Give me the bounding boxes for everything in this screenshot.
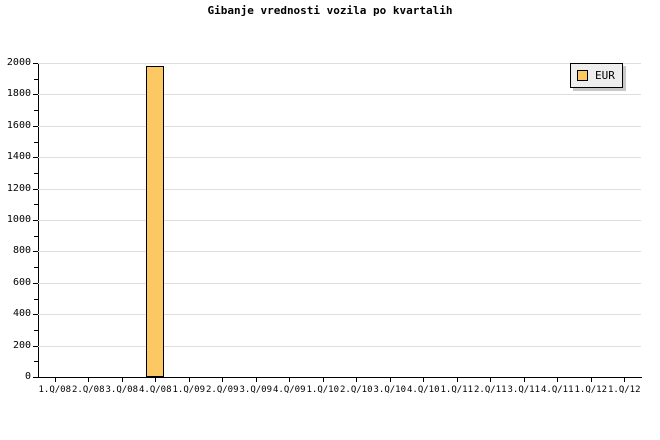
y-axis-label: 1200: [6, 182, 31, 194]
x-axis-tick: [189, 377, 190, 382]
y-axis-tick: [33, 282, 38, 284]
x-axis-tick: [557, 377, 558, 382]
x-axis-label: 2.Q/09: [205, 385, 239, 395]
y-axis-tick: [33, 125, 38, 127]
x-axis-tick: [256, 377, 257, 382]
x-axis-label: 1.Q/10: [306, 385, 340, 395]
x-axis-label: 4.Q/09: [272, 385, 306, 395]
chart-title: Gibanje vrednosti vozila po kvartalih: [207, 4, 453, 17]
x-axis-label: 1.Q/12: [607, 385, 641, 395]
x-axis-tick: [524, 377, 525, 382]
y-axis-tick: [33, 188, 38, 190]
y-axis-tick: [33, 94, 38, 96]
y-axis-label: 400: [12, 308, 31, 320]
y-axis-label: 1000: [6, 214, 31, 225]
y-axis-minor-tick: [34, 329, 38, 331]
y-axis-label: 1400: [6, 151, 31, 163]
x-axis-label: 3.Q/08: [105, 385, 139, 395]
y-axis-minor-tick: [34, 172, 38, 174]
y-axis-minor-tick: [34, 78, 38, 80]
x-axis-label: 4.Q/11: [540, 385, 574, 395]
bar[interactable]: [146, 66, 165, 377]
y-axis-label: 600: [12, 276, 31, 288]
y-axis-minor-tick: [34, 267, 38, 269]
y-axis-tick: [33, 345, 38, 347]
plot-area: [38, 63, 641, 377]
x-axis-tick: [289, 377, 290, 382]
y-axis-minor-tick: [34, 235, 38, 237]
x-axis-label: 1.Q/09: [172, 385, 206, 395]
x-axis-label: 4.Q/10: [406, 385, 440, 395]
y-axis-minor-tick: [34, 298, 38, 300]
x-axis-label: 3.Q/09: [239, 385, 273, 395]
gridline: [38, 188, 641, 190]
y-axis-tick: [33, 251, 38, 253]
y-axis-minor-tick: [34, 141, 38, 143]
gridline: [38, 282, 641, 284]
x-axis-tick: [457, 377, 458, 382]
y-axis-label: 1800: [6, 88, 31, 100]
y-axis-tick: [33, 157, 38, 159]
y-axis-minor-tick: [34, 361, 38, 363]
x-axis-label: 1.Q/12: [574, 385, 608, 395]
gridline: [38, 251, 641, 253]
y-axis-tick: [33, 377, 38, 378]
gridline: [38, 63, 641, 64]
y-axis-label: 800: [12, 245, 31, 257]
x-axis-line: [38, 377, 642, 378]
x-axis-tick: [323, 377, 324, 382]
x-axis-tick: [222, 377, 223, 382]
y-axis-tick: [33, 63, 38, 64]
x-axis-label: 4.Q/08: [138, 385, 172, 395]
x-axis-tick: [88, 377, 89, 382]
x-axis-tick: [122, 377, 123, 382]
x-axis-tick: [591, 377, 592, 382]
gridline: [38, 345, 641, 347]
x-axis-label: 1.Q/08: [38, 385, 72, 395]
x-axis-label: 3.Q/11: [507, 385, 541, 395]
y-axis-labels: 0 200 400 600 800 1000 1200 1400 1600 1800 2000: [0, 0, 31, 440]
x-axis-tick: [356, 377, 357, 382]
x-axis-tick: [155, 377, 156, 382]
x-axis-label: 2.Q/11: [473, 385, 507, 395]
x-axis-label: 1.Q/11: [440, 385, 474, 395]
y-axis-tick: [33, 220, 38, 221]
gridline: [38, 94, 641, 96]
legend-label: EUR: [595, 69, 615, 82]
y-axis-minor-tick: [34, 110, 38, 112]
gridline: [38, 157, 641, 159]
x-axis-tick: [490, 377, 491, 382]
x-axis-label: 3.Q/10: [373, 385, 407, 395]
gridline: [38, 220, 641, 221]
chart-legend[interactable]: EUR: [570, 63, 623, 88]
y-axis-minor-tick: [34, 204, 38, 206]
gridline: [38, 125, 641, 127]
y-axis-label: 1600: [6, 119, 31, 131]
x-axis-tick: [423, 377, 424, 382]
gridline: [38, 314, 641, 316]
x-axis-tick: [390, 377, 391, 382]
x-axis-label: 2.Q/08: [71, 385, 105, 395]
x-axis-tick: [624, 377, 625, 382]
gridlines: [38, 63, 641, 377]
x-axis-label: 2.Q/10: [339, 385, 373, 395]
y-axis-label: 200: [12, 339, 31, 351]
y-axis-label: 0: [24, 371, 31, 382]
legend-swatch-icon: [577, 70, 588, 81]
y-axis-label: 2000: [6, 57, 31, 68]
y-axis-tick: [33, 314, 38, 316]
x-axis-tick: [55, 377, 56, 382]
